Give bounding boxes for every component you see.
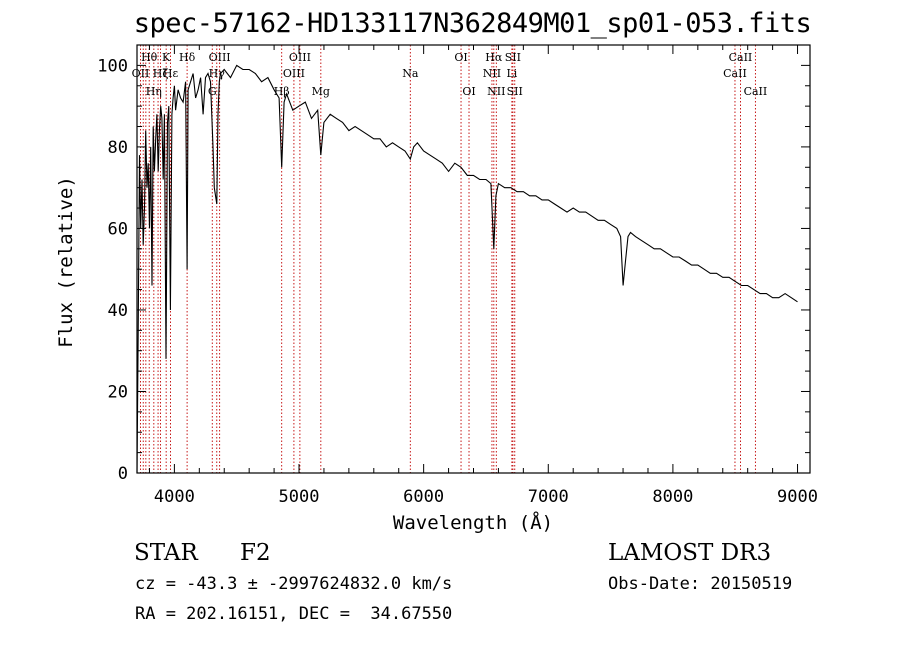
line-markers [140,45,756,473]
line-label: CaII [744,85,768,98]
x-axis: 4000 5000 6000 7000 8000 9000 [148,45,818,507]
y-axis: 0 20 40 60 80 100 [97,44,810,484]
y-tick-label: 80 [108,138,128,158]
line-label: K [162,51,171,64]
line-label: OI [454,51,467,64]
line-label: OI [462,85,475,98]
plot-frame [136,44,811,474]
x-tick-label: 4000 [154,487,195,507]
line-label: G [208,85,217,98]
x-tick-label: 7000 [528,487,569,507]
obs-date: Obs-Date: 20150519 [608,574,793,594]
line-label: Hγ [209,67,226,80]
line-label: Hε [163,67,179,80]
line-label: Hδ [179,51,196,64]
x-tick-label: 8000 [652,487,693,507]
coordinates: RA = 202.16151, DEC = 34.67550 [135,604,453,624]
line-label: OIII [283,67,305,80]
line-label: OII [132,67,150,80]
object-class: STAR [134,540,198,566]
chart-title: spec-57162-HD133117N362849M01_sp01-053.f… [133,8,812,39]
y-axis-label: Flux (relative) [55,176,77,348]
line-label: OIII [289,51,311,64]
y-tick-label: 100 [97,56,128,76]
x-axis-label: Wavelength (Å) [393,511,553,534]
line-label: Hα [485,51,503,64]
line-label: Hθ [141,51,158,64]
x-tick-label: 5000 [279,487,320,507]
line-labels: OIIHθHηHζKHεHδGHγOIIIHβOIIIOIIIMgNaOIOIN… [132,51,768,98]
y-tick-label: 0 [118,464,128,484]
line-label: SII [505,51,521,64]
line-label: Mg [312,85,330,98]
y-tick-label: 40 [108,301,128,321]
x-tick-label: 9000 [777,487,818,507]
survey-name: LAMOST DR3 [608,540,772,566]
line-label: Hζ [153,67,169,80]
line-label: Li [506,67,517,80]
line-label: CaII [723,67,747,80]
line-label: NII [483,67,501,80]
line-label: Hη [146,85,162,98]
y-tick-label: 20 [108,382,128,402]
line-label: SII [507,85,523,98]
y-tick-label: 60 [108,219,128,239]
line-label: NII [487,85,505,98]
line-label: CaII [729,51,753,64]
spectrum-line [136,64,798,474]
line-label: Na [402,67,419,80]
x-tick-label: 6000 [403,487,444,507]
object-subclass: F2 [240,540,271,566]
redshift-text: cz = -43.3 ± -2997624832.0 km/s [135,574,453,594]
line-label: OIII [209,51,231,64]
